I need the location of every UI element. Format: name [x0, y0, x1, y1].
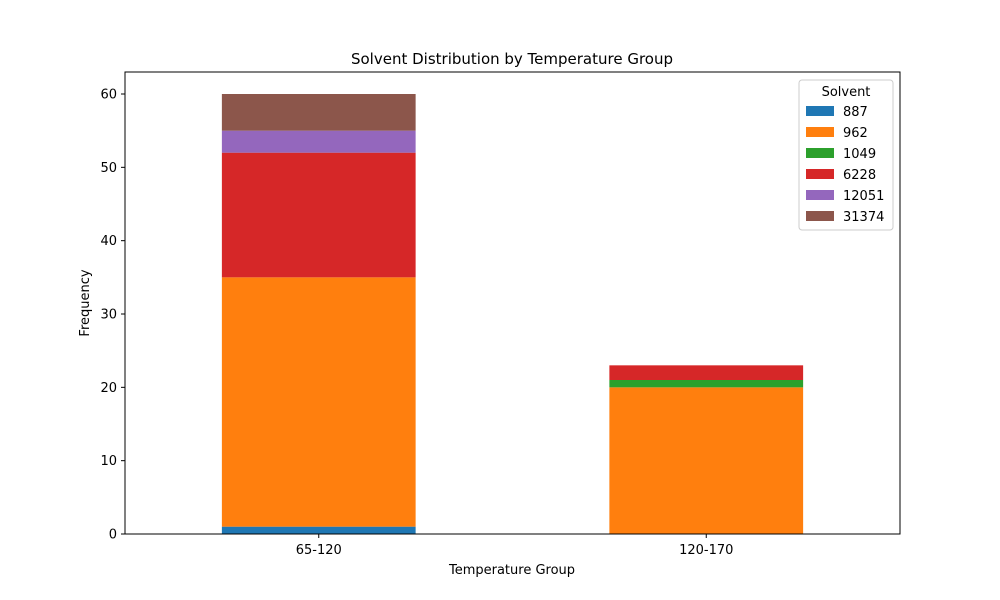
bar-segment: [221, 152, 416, 278]
legend-swatch: [806, 127, 834, 137]
legend-swatch: [806, 190, 834, 200]
y-tick-label: 20: [100, 381, 117, 396]
x-axis-label: Temperature Group: [448, 563, 575, 578]
y-tick-label: 0: [109, 528, 117, 543]
bar-segment: [609, 387, 804, 534]
legend-label: 887: [843, 105, 868, 120]
y-tick-label: 30: [100, 308, 117, 323]
legend-label: 962: [843, 126, 868, 141]
y-axis-label: Frequency: [78, 269, 93, 336]
y-tick-label: 60: [100, 88, 117, 103]
legend-label: 6228: [843, 168, 876, 183]
bar-segment: [221, 277, 416, 527]
bar-segment: [609, 365, 804, 380]
y-tick-label: 10: [100, 454, 117, 469]
legend-swatch: [806, 169, 834, 179]
y-axis: 0 10 20 30 40 50 60: [100, 88, 125, 543]
bar-segment: [221, 526, 416, 534]
x-axis: 65-120 120-170: [296, 534, 733, 558]
legend-swatch: [806, 148, 834, 158]
legend-items: 887 962 1049 6228 12051 31374: [806, 105, 884, 225]
plot-frame: [124, 71, 901, 535]
bar-segment: [221, 94, 416, 131]
bar-segment: [221, 130, 416, 153]
y-tick-label: 40: [100, 234, 117, 249]
chart-title: Solvent Distribution by Temperature Grou…: [351, 50, 673, 68]
bars-layer: [221, 94, 804, 534]
legend-label: 1049: [843, 147, 876, 162]
legend-title: Solvent: [822, 85, 871, 100]
x-tick-label: 120-170: [679, 543, 733, 558]
legend: Solvent 887 962 1049 6228 12051 31374: [798, 79, 894, 231]
y-tick-label: 50: [100, 161, 117, 176]
legend-swatch: [806, 211, 834, 221]
legend-label: 31374: [843, 210, 884, 225]
legend-swatch: [806, 106, 834, 116]
legend-label: 12051: [843, 189, 884, 204]
bar-segment: [609, 380, 804, 388]
x-tick-label: 65-120: [296, 543, 342, 558]
